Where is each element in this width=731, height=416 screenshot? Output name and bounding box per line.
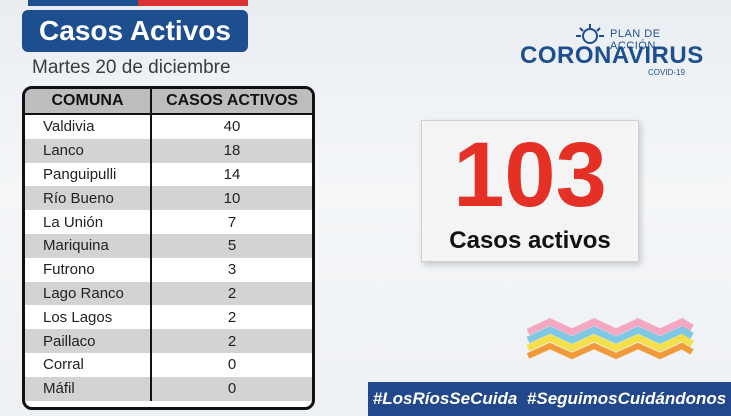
hashtag-los-rios: #LosRíosSeCuida <box>372 389 518 408</box>
comuna-cell: Valdivia <box>25 114 152 139</box>
comuna-cell: La Unión <box>25 210 152 234</box>
logo-main-text: CORONAVIRUS <box>520 42 704 69</box>
logo-sub-text: COVID-19 <box>648 68 685 77</box>
casos-cell: 18 <box>151 138 312 163</box>
logo-plan-text: PLAN DE ACCIÓN <box>610 28 661 52</box>
comuna-cell: Panguipulli <box>25 162 152 187</box>
table-row: Río Bueno 10 <box>25 186 312 211</box>
active-cases-table: COMUNA CASOS ACTIVOS Valdivia 40 Lanco 18 … <box>22 86 315 410</box>
comuna-cell: Lago Ranco <box>25 281 152 306</box>
top-accent-blue <box>28 0 138 6</box>
hashtag-seguimos: #SeguimosCuidándonos <box>526 389 727 408</box>
comuna-cell: Máfil <box>25 376 152 401</box>
casos-cell: 3 <box>151 257 312 282</box>
table-row: Valdivia 40 <box>25 114 312 139</box>
top-accent-red <box>138 0 248 6</box>
casos-cell: 2 <box>151 281 312 306</box>
total-active-cases-card: 103 Casos activos <box>421 120 639 262</box>
casos-cell: 14 <box>151 162 312 187</box>
table-row: Paillaco 2 <box>25 329 312 353</box>
table-row: Los Lagos 2 <box>25 305 312 330</box>
top-accent-bar <box>28 0 248 6</box>
comuna-cell: Paillaco <box>25 329 152 353</box>
casos-cell: 5 <box>151 233 312 258</box>
casos-cell: 0 <box>151 352 312 377</box>
decorative-wave-graphic <box>526 318 694 360</box>
table-row: Futrono 3 <box>25 257 312 282</box>
casos-cell: 2 <box>151 305 312 330</box>
total-active-cases-label: Casos activos <box>449 227 611 254</box>
table-row: Panguipulli 14 <box>25 162 312 187</box>
virus-icon <box>576 24 604 44</box>
column-header-comuna: COMUNA <box>25 89 152 115</box>
table-row: Corral 0 <box>25 352 312 377</box>
comuna-cell: Lanco <box>25 138 152 163</box>
comuna-cell: Corral <box>25 352 152 377</box>
table-row: Lanco 18 <box>25 138 312 163</box>
total-active-cases-number: 103 <box>453 124 607 226</box>
report-date: Martes 20 de diciembre <box>32 57 231 78</box>
table-header-row: COMUNA CASOS ACTIVOS <box>25 89 312 115</box>
comuna-cell: Río Bueno <box>25 186 152 211</box>
table-row: Lago Ranco 2 <box>25 281 312 306</box>
casos-cell: 40 <box>151 114 312 139</box>
casos-cell: 10 <box>151 186 312 211</box>
table-row: La Unión 7 <box>25 210 312 234</box>
comuna-cell: Los Lagos <box>25 305 152 330</box>
casos-cell: 2 <box>151 329 312 353</box>
page-title: Casos Activos <box>22 10 248 52</box>
table-row: Máfil 0 <box>25 376 312 401</box>
hashtag-bar: #LosRíosSeCuida #SeguimosCuidándonos <box>368 382 731 416</box>
column-header-casos: CASOS ACTIVOS <box>151 89 312 115</box>
table-row: Mariquina 5 <box>25 233 312 258</box>
comuna-cell: Futrono <box>25 257 152 282</box>
coronavirus-plan-logo: PLAN DE ACCIÓN CORONAVIRUS COVID-19 <box>520 20 703 80</box>
casos-cell: 7 <box>151 210 312 234</box>
casos-cell: 0 <box>151 376 312 401</box>
comuna-cell: Mariquina <box>25 233 152 258</box>
